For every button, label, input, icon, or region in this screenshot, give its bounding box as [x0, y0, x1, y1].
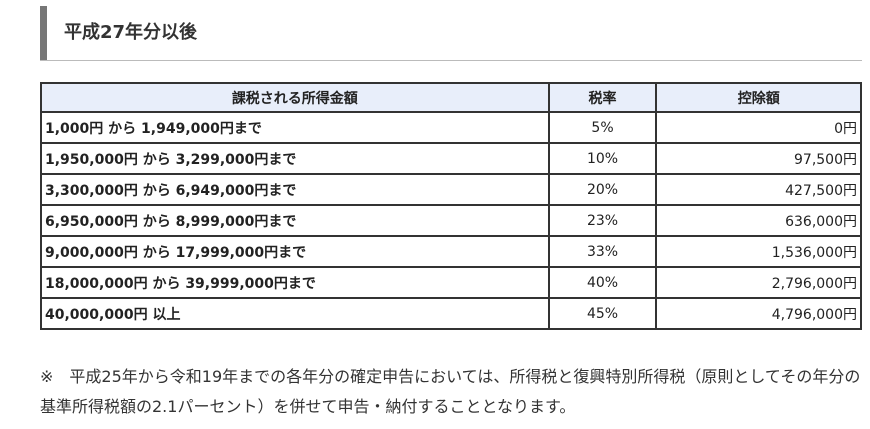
table-cell: 6,950,000円 から 8,999,000円まで — [40, 204, 550, 237]
column-header: 控除額 — [655, 82, 862, 113]
column-header: 課税される所得金額 — [40, 82, 550, 113]
note: ※ 平成25年から令和19年までの各年分の確定申告においては、所得税と復興特別所… — [40, 367, 861, 416]
table-row: 18,000,000円 から 39,999,000円まで 40% 2,796,000… — [40, 266, 862, 299]
table-cell: 40,000,000円 以上 — [40, 297, 550, 330]
table-cell: 97,500円 — [655, 142, 862, 175]
table-cell: 20% — [547, 173, 658, 206]
table-body: 1,000円 から 1,949,000円まで 5% 0円 1,950,000円 から … — [40, 111, 862, 330]
table-cell: 45% — [547, 297, 658, 330]
table-cell: 10% — [547, 142, 658, 175]
header-row: 課税される所得金額 税率 控除額 — [40, 82, 862, 113]
tax-table: 課税される所得金額 税率 控除額 1,000円 から 1,949,000円まで 5% 0… — [40, 82, 862, 330]
table-row: 3,300,000円 から 6,949,000円まで 20% 427,500円 — [40, 173, 862, 206]
table-cell: 23% — [547, 204, 658, 237]
section-heading: 平成27年分以後 — [40, 6, 862, 61]
table-cell: 40% — [547, 266, 658, 299]
column-header: 税率 — [547, 82, 658, 113]
table-row: 9,000,000円 から 17,999,000円まで 33% 1,536,000円 — [40, 235, 862, 268]
table-cell: 427,500円 — [655, 173, 862, 206]
table-cell: 636,000円 — [655, 204, 862, 237]
table-cell: 1,536,000円 — [655, 235, 862, 268]
table-row: 1,000円 から 1,949,000円まで 5% 0円 — [40, 111, 862, 144]
heading-bar — [40, 6, 47, 60]
table-cell: 5% — [547, 111, 658, 144]
table-row: 40,000,000円 以上 45% 4,796,000円 — [40, 297, 862, 330]
table-cell: 3,300,000円 から 6,949,000円まで — [40, 173, 550, 206]
table-cell: 1,950,000円 から 3,299,000円まで — [40, 142, 550, 175]
table-cell: 0円 — [655, 111, 862, 144]
heading-title: 平成27年分以後 — [64, 22, 198, 43]
table-row: 6,950,000円 から 8,999,000円まで 23% 636,000円 — [40, 204, 862, 237]
table-cell: 18,000,000円 から 39,999,000円まで — [40, 266, 550, 299]
table-cell: 2,796,000円 — [655, 266, 862, 299]
table-cell: 1,000円 から 1,949,000円まで — [40, 111, 550, 144]
table-cell: 33% — [547, 235, 658, 268]
table-row: 1,950,000円 から 3,299,000円まで 10% 97,500円 — [40, 142, 862, 175]
table-cell: 9,000,000円 から 17,999,000円まで — [40, 235, 550, 268]
table-cell: 4,796,000円 — [655, 297, 862, 330]
